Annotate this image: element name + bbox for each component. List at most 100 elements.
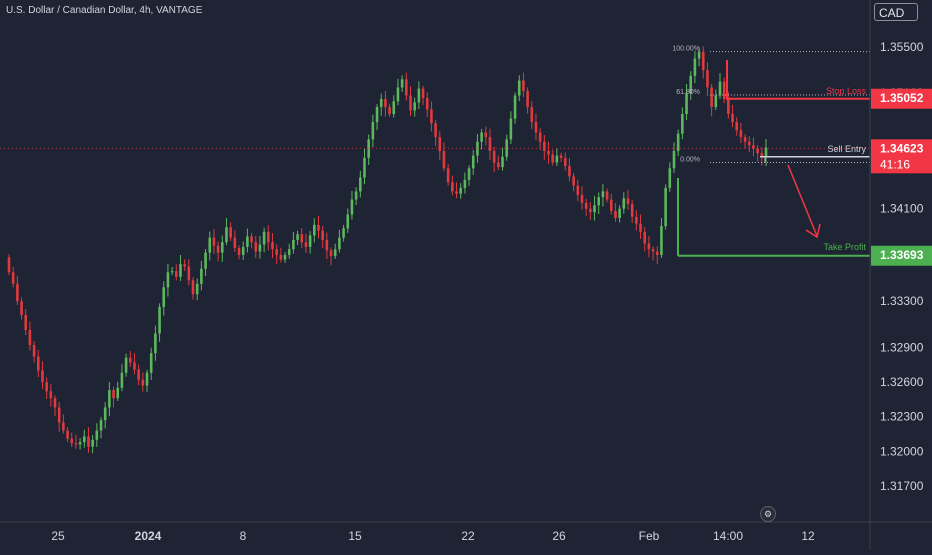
candle-body: [78, 442, 82, 445]
candle-body: [430, 109, 433, 124]
candle-body: [124, 357, 128, 373]
y-tick-label: 1.32300: [880, 410, 924, 424]
candle-body: [174, 271, 178, 277]
fib-level-label: 61.80%: [676, 89, 700, 96]
candle-body: [743, 137, 747, 142]
take-profit-price-badge-bg: [871, 245, 932, 266]
y-tick-label: 1.32600: [880, 375, 924, 389]
candle-body: [128, 357, 132, 363]
candle-body: [149, 353, 153, 373]
candle-body: [187, 266, 191, 281]
candle-body: [697, 51, 701, 59]
candle-body: [459, 187, 462, 194]
candle-body: [145, 372, 149, 386]
candle-body: [756, 148, 759, 154]
candle-body: [95, 430, 99, 440]
candle-body: [91, 439, 94, 447]
candle-body: [254, 242, 258, 252]
candle-body: [36, 356, 40, 371]
stop-loss-label: Stop Loss: [826, 86, 867, 96]
candle-body: [275, 249, 278, 255]
candle-body: [396, 87, 400, 102]
candle-body: [313, 224, 316, 236]
candle-body: [626, 198, 630, 205]
candle-body: [647, 243, 651, 250]
candle-body: [70, 438, 74, 444]
candle-body: [476, 141, 479, 156]
candle-body: [735, 122, 739, 131]
candle-body: [45, 382, 48, 392]
candle-body: [538, 132, 542, 142]
candle-body: [614, 211, 617, 218]
candle-body: [195, 283, 199, 295]
candle-body: [551, 154, 554, 163]
settings-icon[interactable]: ⚙: [760, 506, 776, 522]
currency-selector[interactable]: CAD: [874, 3, 918, 21]
candle-body: [505, 139, 508, 157]
candle-body: [233, 237, 237, 249]
candle-body: [116, 387, 120, 399]
candle-body: [593, 205, 596, 213]
candle-body: [727, 98, 730, 115]
candle-body: [442, 150, 446, 169]
candle-body: [681, 114, 684, 134]
fib-level-label: 0.00%: [680, 157, 700, 164]
candle-body: [108, 390, 111, 408]
x-tick-label: 2024: [135, 529, 162, 543]
candle-body: [501, 156, 504, 168]
candle-body: [446, 168, 450, 183]
candle-body: [689, 75, 693, 94]
candle-body: [346, 214, 350, 229]
candle-body: [179, 264, 182, 277]
candle-body: [739, 130, 743, 138]
candle-body: [250, 236, 253, 243]
candle-body: [208, 237, 212, 253]
candle-body: [517, 80, 521, 96]
candle-body: [53, 398, 57, 408]
candle-body: [317, 224, 320, 231]
candle-body: [359, 177, 362, 192]
candle-body: [664, 187, 667, 227]
candle-body: [200, 268, 203, 284]
candle-body: [154, 333, 157, 354]
x-tick-label: 25: [51, 529, 65, 543]
candle-body: [204, 252, 207, 269]
candle-body: [246, 236, 249, 247]
candle-body: [576, 185, 580, 195]
candle-body: [216, 245, 220, 253]
x-tick-label: 15: [348, 529, 362, 543]
candle-body: [409, 95, 412, 111]
candle-body: [584, 202, 588, 209]
stop-loss-price-badge-bg: [871, 88, 932, 109]
candle-body: [137, 369, 140, 380]
candle-body: [354, 191, 358, 200]
x-tick-label: Feb: [639, 529, 660, 543]
candle-body: [434, 123, 437, 138]
candle-body: [338, 237, 341, 250]
trade-arrowhead: [805, 223, 821, 239]
candle-body: [16, 283, 19, 302]
candle-body: [120, 372, 124, 388]
candle-body: [451, 182, 454, 192]
candle-body: [651, 249, 655, 252]
candle-body: [379, 98, 383, 108]
candle-body: [321, 230, 324, 240]
x-tick-label: 22: [461, 529, 475, 543]
candle-body: [752, 145, 755, 149]
candle-body: [547, 150, 550, 155]
candle-body: [267, 231, 270, 243]
candle-body: [693, 58, 697, 76]
candle-body: [543, 141, 546, 151]
candle-body: [49, 391, 53, 399]
candle-body: [87, 436, 90, 447]
y-tick-label: 1.33300: [880, 294, 924, 308]
candle-body: [655, 251, 659, 255]
candle-body: [701, 51, 705, 71]
candle-body: [580, 194, 584, 203]
candle-body: [685, 93, 688, 115]
candle-body: [342, 228, 345, 238]
candle-body: [304, 242, 308, 247]
